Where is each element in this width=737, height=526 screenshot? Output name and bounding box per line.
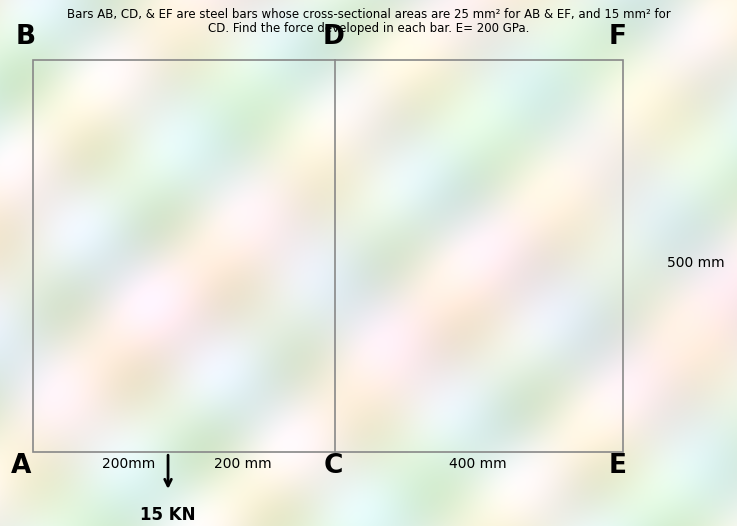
- Text: 200mm: 200mm: [102, 457, 156, 471]
- Text: 500 mm: 500 mm: [667, 256, 724, 270]
- Text: D: D: [322, 24, 344, 50]
- Bar: [33, 60, 623, 452]
- Text: 200 mm: 200 mm: [214, 457, 272, 471]
- Text: C: C: [324, 453, 343, 479]
- Text: Bars AB, CD, & EF are steel bars whose cross-sectional areas are 25 mm² for AB &: Bars AB, CD, & EF are steel bars whose c…: [66, 8, 671, 21]
- Text: A: A: [10, 453, 31, 479]
- Text: CD. Find the force developed in each bar. E= 200 GPa.: CD. Find the force developed in each bar…: [208, 22, 529, 35]
- Text: E: E: [609, 453, 626, 479]
- Text: 400 mm: 400 mm: [449, 457, 506, 471]
- Text: B: B: [15, 24, 36, 50]
- Text: 15 KN: 15 KN: [140, 506, 196, 524]
- Text: F: F: [609, 24, 626, 50]
